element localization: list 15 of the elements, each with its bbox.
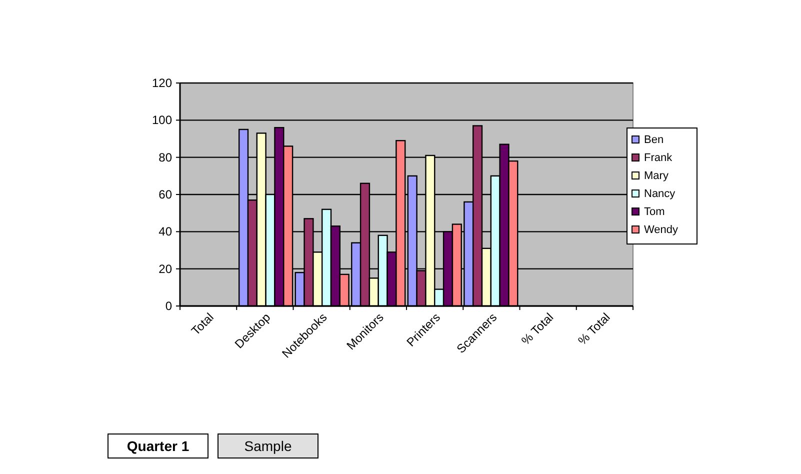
text: Quarter 1	[126, 438, 190, 454]
legend-label: Nancy	[644, 188, 676, 200]
y-tick-label: 100	[152, 113, 172, 128]
text: Sample	[244, 438, 292, 454]
y-tick-label: 0	[165, 299, 172, 313]
y-tick-label: 60	[158, 188, 172, 202]
legend-label: Ben	[644, 134, 664, 146]
y-tick-label: 40	[158, 224, 172, 239]
legend-label: Wendy	[644, 224, 679, 236]
legend-label: Mary	[644, 170, 669, 182]
legend-label: Frank	[644, 152, 673, 164]
y-tick-label: 80	[158, 150, 172, 164]
y-tick-label: 20	[158, 262, 172, 276]
y-tick-label: 120	[152, 76, 172, 90]
legend-label: Tom	[644, 206, 665, 218]
